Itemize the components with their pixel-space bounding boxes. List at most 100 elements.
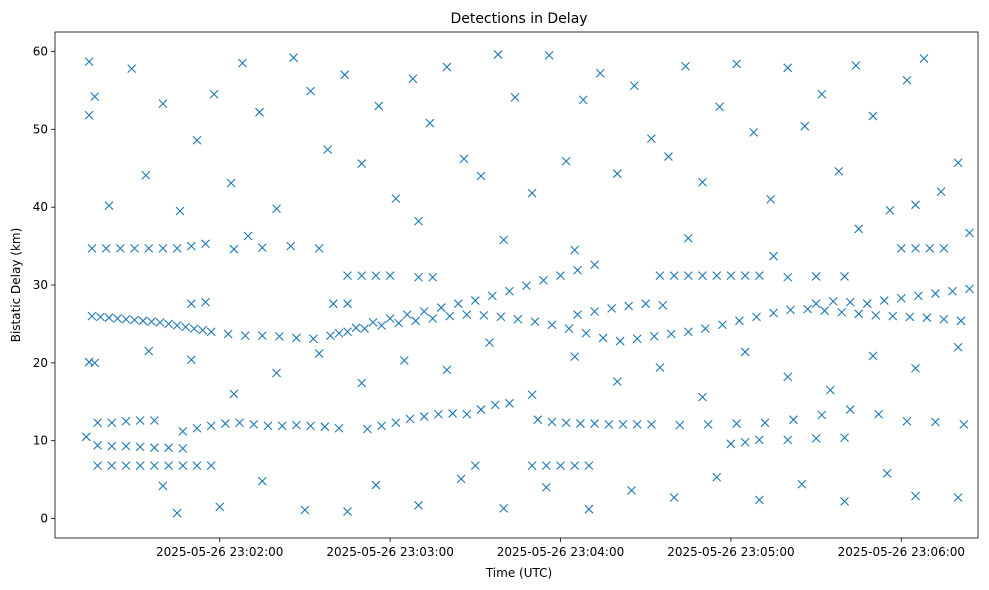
data-point-225 — [340, 70, 350, 80]
data-point-308 — [840, 497, 849, 506]
data-point-282 — [612, 377, 622, 386]
data-point-34 — [547, 320, 557, 330]
data-point-37 — [598, 333, 608, 343]
data-point-184 — [93, 461, 102, 470]
data-point-154 — [476, 405, 486, 414]
data-point-58 — [956, 316, 966, 326]
data-point-269 — [854, 224, 864, 234]
data-point-187 — [135, 461, 145, 470]
data-point-138 — [235, 418, 244, 428]
data-point-281 — [570, 352, 580, 362]
y-axis-label: Bistatic Delay (km) — [9, 228, 23, 343]
data-point-177 — [93, 440, 102, 450]
data-point-285 — [740, 347, 750, 357]
x-axis: 2025-05-26 23:02:00 2025-05-26 23:03:00 20… — [156, 538, 965, 559]
data-point-169 — [760, 418, 770, 428]
data-point-135 — [192, 423, 202, 433]
data-point-126 — [343, 299, 352, 309]
data-point-170 — [789, 415, 798, 425]
data-point-60 — [351, 323, 361, 333]
data-point-247 — [715, 102, 724, 112]
data-point-79 — [641, 299, 651, 309]
data-point-100 — [229, 244, 239, 254]
data-point-261 — [953, 158, 963, 168]
data-point-86 — [896, 293, 906, 303]
data-point-0 — [87, 311, 97, 321]
data-point-80 — [658, 300, 668, 310]
data-point-106 — [683, 271, 693, 281]
data-point-25 — [394, 318, 404, 328]
data-point-280 — [527, 390, 537, 400]
data-point-237 — [544, 50, 554, 60]
data-point-84 — [862, 299, 872, 309]
data-point-91 — [87, 244, 97, 253]
data-point-175 — [931, 417, 940, 427]
data-point-276 — [357, 378, 367, 388]
data-point-111 — [754, 271, 764, 281]
data-point-3 — [113, 314, 122, 323]
data-point-66 — [453, 299, 463, 309]
data-point-42 — [683, 327, 693, 337]
data-point-13 — [198, 325, 208, 335]
data-point-293 — [215, 502, 225, 512]
data-point-243 — [647, 134, 656, 144]
data-points — [81, 50, 974, 518]
data-point-193 — [470, 461, 480, 470]
data-point-219 — [238, 58, 247, 68]
data-point-240 — [595, 68, 605, 78]
data-point-14 — [206, 327, 216, 337]
data-point-113 — [811, 272, 821, 281]
data-point-242 — [629, 81, 639, 91]
data-point-284 — [698, 392, 707, 402]
data-point-161 — [590, 419, 599, 428]
data-point-273 — [229, 389, 239, 399]
data-point-150 — [419, 412, 429, 421]
data-point-23 — [360, 324, 369, 333]
data-point-125 — [328, 299, 338, 309]
data-point-24 — [377, 321, 386, 330]
x-tick-label-1: 2025-05-26 23:03:00 — [326, 545, 453, 559]
data-point-275 — [314, 349, 324, 358]
data-point-277 — [399, 356, 409, 365]
data-point-93 — [115, 244, 125, 253]
data-point-309 — [882, 468, 892, 478]
data-point-228 — [391, 194, 401, 203]
data-point-157 — [533, 415, 543, 425]
data-point-255 — [851, 61, 861, 70]
data-point-38 — [615, 336, 625, 346]
data-point-97 — [172, 244, 182, 253]
data-point-51 — [837, 307, 847, 317]
data-point-137 — [221, 419, 230, 428]
data-point-174 — [902, 416, 912, 426]
data-point-76 — [590, 307, 599, 316]
data-point-82 — [828, 296, 838, 306]
data-point-264 — [414, 216, 423, 226]
data-point-279 — [485, 338, 494, 347]
data-point-162 — [604, 419, 614, 429]
data-point-214 — [158, 99, 168, 109]
data-point-4 — [121, 314, 131, 324]
data-point-123 — [414, 272, 423, 282]
data-point-305 — [712, 472, 722, 482]
data-point-250 — [766, 194, 776, 204]
data-point-294 — [257, 476, 267, 486]
data-point-213 — [141, 170, 151, 180]
data-point-179 — [121, 441, 131, 451]
data-point-263 — [243, 231, 253, 241]
data-point-119 — [343, 271, 352, 281]
data-point-306 — [754, 495, 764, 505]
data-point-221 — [272, 204, 281, 214]
data-point-217 — [209, 89, 219, 99]
data-point-244 — [664, 152, 673, 161]
data-point-81 — [811, 299, 821, 309]
data-point-271 — [144, 346, 154, 356]
data-point-200 — [740, 437, 750, 447]
data-point-149 — [405, 414, 415, 424]
data-point-27 — [428, 314, 438, 323]
data-point-44 — [718, 320, 727, 330]
data-point-118 — [939, 244, 949, 253]
data-point-231 — [442, 62, 452, 72]
y-tick-label-6: 60 — [33, 44, 48, 58]
x-tick-label-3: 2025-05-26 23:05:00 — [667, 545, 794, 559]
y-tick-label-0: 0 — [40, 512, 48, 526]
